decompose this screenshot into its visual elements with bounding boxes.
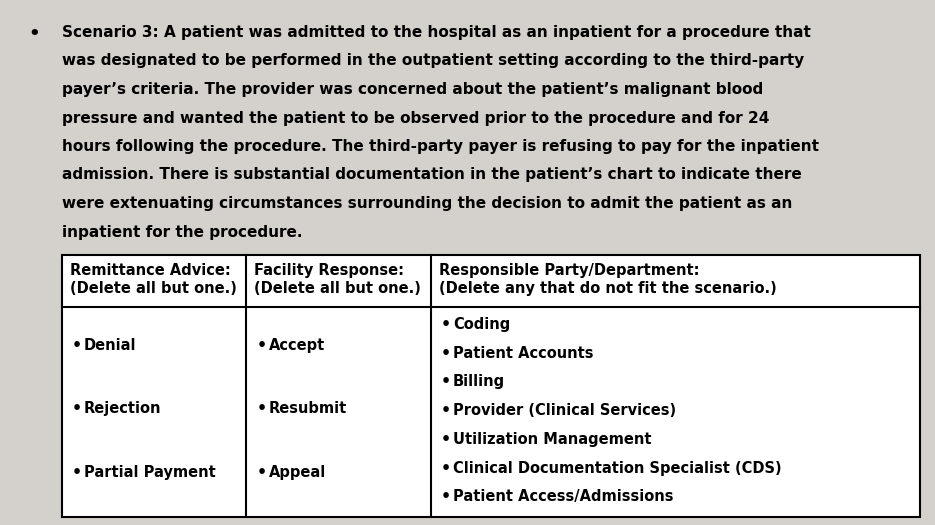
Text: hours following the procedure. The third-party payer is refusing to pay for the : hours following the procedure. The third…: [62, 139, 819, 154]
Text: Provider (Clinical Services): Provider (Clinical Services): [453, 403, 676, 418]
Text: Coding: Coding: [453, 317, 511, 332]
Text: •: •: [256, 465, 266, 480]
Text: •: •: [441, 374, 451, 390]
Text: •: •: [256, 401, 266, 416]
Text: •: •: [72, 465, 82, 480]
Text: •: •: [256, 338, 266, 353]
Text: Utilization Management: Utilization Management: [453, 432, 652, 447]
Text: Patient Access/Admissions: Patient Access/Admissions: [453, 489, 673, 505]
Text: •: •: [72, 401, 82, 416]
Text: (Delete any that do not fit the scenario.): (Delete any that do not fit the scenario…: [439, 281, 777, 296]
Text: Responsible Party/Department:: Responsible Party/Department:: [439, 263, 699, 278]
Text: Clinical Documentation Specialist (CDS): Clinical Documentation Specialist (CDS): [453, 460, 782, 476]
Text: •: •: [441, 403, 451, 418]
Text: inpatient for the procedure.: inpatient for the procedure.: [62, 225, 303, 239]
Text: Appeal: Appeal: [268, 465, 325, 480]
Text: •: •: [441, 460, 451, 476]
Text: Patient Accounts: Patient Accounts: [453, 345, 594, 361]
Text: Billing: Billing: [453, 374, 505, 390]
Text: pressure and wanted the patient to be observed prior to the procedure and for 24: pressure and wanted the patient to be ob…: [62, 110, 770, 125]
Text: was designated to be performed in the outpatient setting according to the third-: was designated to be performed in the ou…: [62, 54, 804, 68]
Text: •: •: [28, 25, 39, 43]
Text: •: •: [441, 489, 451, 505]
Text: (Delete all but one.): (Delete all but one.): [70, 281, 237, 296]
Bar: [62, 255, 920, 517]
Text: Denial: Denial: [84, 338, 137, 353]
Text: Remittance Advice:: Remittance Advice:: [70, 263, 231, 278]
Text: Facility Response:: Facility Response:: [254, 263, 405, 278]
Text: admission. There is substantial documentation in the patient’s chart to indicate: admission. There is substantial document…: [62, 167, 801, 183]
Text: were extenuating circumstances surrounding the decision to admit the patient as : were extenuating circumstances surroundi…: [62, 196, 792, 211]
Text: payer’s criteria. The provider was concerned about the patient’s malignant blood: payer’s criteria. The provider was conce…: [62, 82, 763, 97]
Text: •: •: [441, 345, 451, 361]
Text: •: •: [441, 432, 451, 447]
Text: •: •: [441, 317, 451, 332]
Text: •: •: [72, 338, 82, 353]
Text: (Delete all but one.): (Delete all but one.): [254, 281, 422, 296]
Text: Partial Payment: Partial Payment: [84, 465, 216, 480]
Text: Resubmit: Resubmit: [268, 401, 347, 416]
Text: Rejection: Rejection: [84, 401, 162, 416]
Text: Scenario 3: A patient was admitted to the hospital as an inpatient for a procedu: Scenario 3: A patient was admitted to th…: [62, 25, 811, 40]
Text: Accept: Accept: [268, 338, 324, 353]
